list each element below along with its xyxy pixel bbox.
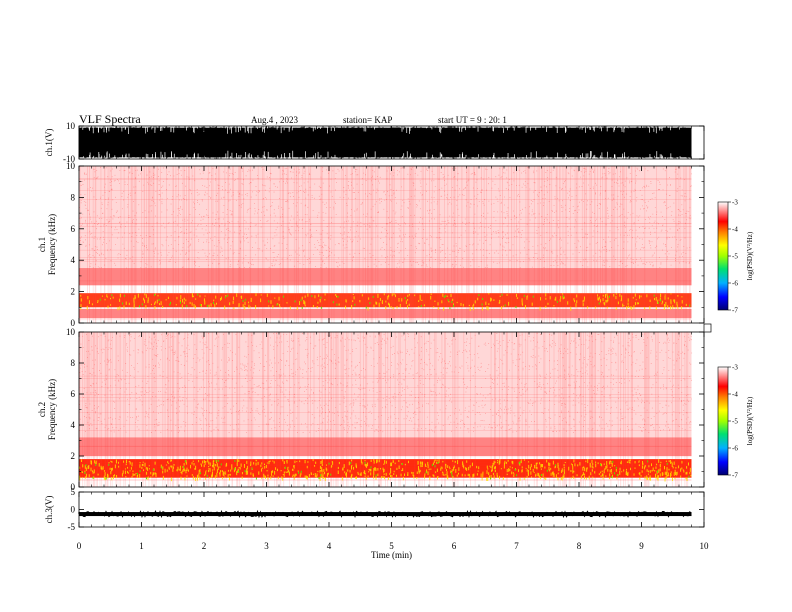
- tone-lines: [79, 375, 692, 481]
- colorbar-tick-label: -7: [732, 307, 738, 315]
- date-label: Aug.4 , 2023: [251, 115, 298, 125]
- y-tick-label: 0: [71, 318, 76, 328]
- green-spots: [84, 459, 690, 480]
- ch2-colorbar: -3 -4 -5 -6 -7 log(PSD)(V²/Hz): [717, 364, 754, 480]
- colorbar-tick-label: -6: [732, 280, 738, 288]
- x-axis-label: Time (min): [371, 550, 412, 560]
- y-axis-label: ch.1(V): [44, 129, 54, 157]
- colorbar-tick-label: -5: [732, 253, 738, 261]
- waveform-band: [79, 512, 692, 517]
- ch1-spectrogram-panel: 0 2 4 6 8 10 ch.1Frequency (kHz): [37, 161, 705, 328]
- freq-band: [79, 308, 692, 319]
- x-tick-label: 5: [389, 541, 394, 551]
- y-tick-label: 0: [71, 505, 76, 515]
- y-tick-label: 8: [71, 192, 76, 202]
- colorbar-tick-label: -4: [732, 391, 738, 399]
- ch3-waveform-panel: 5 0 -5 ch.3(V): [44, 487, 705, 532]
- figure-title: VLF Spectra: [79, 112, 141, 126]
- y-tick-label: 2: [71, 451, 76, 461]
- y-axis-label: ch.3(V): [44, 496, 54, 524]
- x-tick-label: 2: [202, 541, 207, 551]
- spectrogram-bands: [79, 332, 692, 478]
- colorbar-tick-label: -5: [732, 418, 738, 426]
- y-tick-label: 2: [71, 287, 76, 297]
- y-tick-label: 8: [71, 358, 76, 368]
- speckle: [79, 167, 692, 269]
- time-axis: 0 1 2 3 4 5 6 7 8 9 10 Time (min): [77, 323, 712, 560]
- y-tick-label: 10: [66, 327, 76, 337]
- x-tick-label: 4: [327, 541, 332, 551]
- colorbar-tick-label: -7: [732, 472, 738, 480]
- noise-streaks: [79, 166, 691, 323]
- spectrogram-bands: [79, 166, 692, 319]
- colorbar-label: log(PSD)(V²/Hz): [746, 231, 754, 280]
- x-tick-label: 1: [139, 541, 144, 551]
- green-spots: [99, 293, 691, 310]
- ch2-spectrogram-panel: 0 2 4 6 8 10 ch.2Frequency (kHz): [37, 327, 705, 492]
- colorbar-gradient: [717, 201, 729, 311]
- panel-marker: [703, 323, 712, 333]
- y-tick-label: -5: [68, 522, 76, 532]
- freq-band: [79, 268, 692, 286]
- start-time-label: start UT = 9 : 20: 1: [438, 115, 507, 125]
- station-label: station= KAP: [343, 115, 392, 125]
- freq-band: [79, 166, 692, 269]
- ch1-colorbar: -3 -4 -5 -6 -7 log(PSD)(V²/Hz): [717, 199, 754, 315]
- y-tick-label: 4: [71, 420, 76, 430]
- y-axis-label: ch.2Frequency (kHz): [37, 379, 57, 440]
- x-tick-label: 3: [264, 541, 269, 551]
- colorbar-gradient: [717, 366, 729, 476]
- speckle: [79, 333, 693, 434]
- noise-streaks: [78, 332, 689, 487]
- x-tick-label: 8: [577, 541, 582, 551]
- tone-lines: [79, 178, 692, 321]
- y-tick-label: -10: [63, 154, 75, 164]
- freq-band: [79, 293, 692, 308]
- y-axis-label: ch.1Frequency (kHz): [37, 214, 57, 275]
- colorbar-tick-label: -4: [732, 226, 738, 234]
- y-tick-label: 6: [71, 389, 76, 399]
- y-tick-label: 6: [71, 224, 76, 234]
- x-tick-label: 6: [452, 541, 457, 551]
- colorbar-tick-label: -6: [732, 445, 738, 453]
- y-tick-label: 0: [71, 482, 76, 492]
- waveform-gaps: [82, 125, 681, 160]
- hot-spots: [78, 459, 692, 482]
- colorbar-tick-label: -3: [732, 199, 738, 207]
- y-tick-label: 10: [66, 161, 76, 171]
- hot-spots: [80, 293, 687, 311]
- x-tick-label: 0: [77, 541, 82, 551]
- y-tick-label: 10: [66, 121, 76, 131]
- colorbar-tick-label: -3: [732, 364, 738, 372]
- ch1-waveform-panel: 10 -10 ch.1(V): [44, 121, 705, 164]
- plot-area: [79, 492, 704, 527]
- x-tick-label: 9: [639, 541, 644, 551]
- x-tick-label: 10: [700, 541, 710, 551]
- freq-band: [79, 332, 692, 438]
- x-tick-label: 7: [514, 541, 519, 551]
- colorbar-label: log(PSD)(V²/Hz): [746, 396, 754, 445]
- y-tick-label: 4: [71, 255, 76, 265]
- freq-band: [79, 437, 692, 456]
- y-tick-label: 5: [71, 487, 76, 497]
